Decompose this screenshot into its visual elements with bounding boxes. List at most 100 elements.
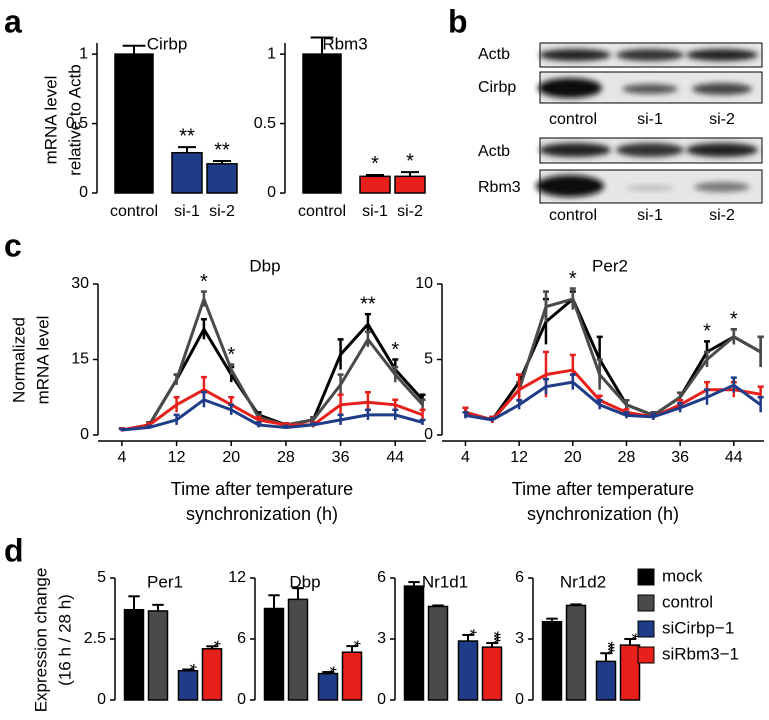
- bar: [147, 610, 169, 701]
- x-tick-label: 28: [618, 449, 636, 466]
- y-axis-label: Normalized: [9, 317, 28, 403]
- significance: **: [214, 139, 230, 161]
- x-tick-label: 36: [332, 449, 350, 466]
- blot-lane-label: si-1: [637, 207, 663, 224]
- significance: *: [406, 150, 414, 172]
- legend-label: siCirbp−1: [662, 618, 734, 637]
- bar: [177, 669, 199, 701]
- band: [686, 143, 758, 157]
- chart-title: Cirbp: [147, 34, 188, 53]
- x-tick-label: 28: [277, 449, 295, 466]
- y-tick-label: 0: [97, 691, 106, 708]
- bar: [171, 151, 203, 194]
- panel-label: b: [448, 3, 468, 39]
- chart-title: Dbp: [289, 572, 320, 591]
- x-tick-label: 4: [117, 449, 126, 466]
- blot-row-label: Actb: [478, 46, 510, 63]
- y-tick-label: 10: [415, 275, 433, 292]
- bar: [394, 175, 426, 194]
- x-tick-label: 12: [510, 449, 528, 466]
- y-tick-label: 0: [79, 184, 88, 201]
- band: [536, 175, 604, 197]
- x-tick-label: 4: [461, 449, 470, 466]
- y-tick-label: 0: [424, 426, 433, 443]
- significance: *: [391, 339, 399, 361]
- y-tick-label: 0: [377, 691, 386, 708]
- blot-lane-label: control: [549, 111, 597, 128]
- band: [626, 185, 674, 191]
- blot-lane-label: si-2: [709, 111, 735, 128]
- y-tick-label: 3: [515, 630, 524, 647]
- significance: **: [179, 125, 195, 147]
- x-tick-label: 12: [168, 449, 186, 466]
- band: [692, 83, 752, 95]
- chart-title: Per2: [592, 256, 628, 275]
- bar: [341, 651, 363, 701]
- legend-label: mock: [662, 566, 703, 585]
- y-tick-label: 12: [228, 569, 246, 586]
- significance: *: [200, 271, 208, 293]
- significance: *: [703, 321, 711, 343]
- panel-label: a: [4, 3, 22, 39]
- significance: **: [360, 293, 376, 315]
- y-tick-label: 2.5: [84, 630, 106, 647]
- series-line: [465, 368, 761, 422]
- y-tick-label: 3: [377, 630, 386, 647]
- y-axis-label: Expression change: [31, 568, 50, 713]
- y-tick-label: 0: [80, 426, 89, 443]
- chart-title: Nr1d2: [560, 572, 606, 591]
- y-tick-label: 1: [267, 45, 276, 62]
- x-tick-label: 20: [222, 449, 240, 466]
- x-axis-label: Time after temperature: [512, 479, 694, 499]
- x-tick-label: si-2: [397, 203, 423, 220]
- bar: [427, 605, 449, 701]
- panel-label: c: [4, 227, 22, 263]
- panel-label: d: [4, 532, 24, 568]
- y-axis-label: mRNA level: [41, 76, 60, 165]
- significance: *: [730, 309, 738, 331]
- y-tick-label: 1: [79, 45, 88, 62]
- bar: [302, 53, 342, 194]
- series-line: [121, 387, 424, 432]
- significance: *: [371, 153, 379, 175]
- x-tick-label: si-1: [362, 203, 388, 220]
- series-line: [465, 296, 762, 422]
- bar: [403, 585, 425, 701]
- blot-row-label: Actb: [478, 143, 510, 160]
- y-tick-label: 0.5: [254, 115, 276, 132]
- bar: [287, 598, 309, 701]
- band: [694, 182, 750, 192]
- y-tick-label: 0: [267, 184, 276, 201]
- x-tick-label: si-1: [174, 203, 200, 220]
- x-tick-label: 44: [725, 449, 743, 466]
- band: [539, 49, 611, 61]
- y-tick-label: 15: [71, 351, 89, 368]
- x-tick-label: control: [110, 203, 158, 220]
- y-tick-label: 0: [237, 691, 246, 708]
- legend-label: siRbm3−1: [662, 644, 739, 663]
- blot-lane-label: control: [549, 207, 597, 224]
- x-axis-label: Time after temperature: [171, 479, 353, 499]
- series-line: [121, 398, 423, 432]
- y-axis-label: (16 h / 28 h): [55, 594, 74, 686]
- chart-title: Nr1d1: [422, 572, 468, 591]
- blot-lane-label: si-2: [709, 207, 735, 224]
- series-line: [465, 380, 762, 422]
- chart-title: Rbm3: [322, 34, 367, 53]
- y-tick-label: 0: [515, 691, 524, 708]
- legend-swatch: [637, 646, 655, 664]
- bar: [123, 608, 145, 701]
- chart-title: Dbp: [249, 256, 280, 275]
- legend-swatch: [637, 594, 655, 612]
- legend-swatch: [637, 620, 655, 638]
- legend-swatch: [637, 568, 655, 586]
- blot-row-label: Rbm3: [478, 179, 521, 196]
- bar: [359, 175, 391, 194]
- band: [616, 143, 684, 157]
- band: [686, 49, 758, 61]
- x-tick-label: 44: [386, 449, 404, 466]
- bar: [457, 640, 479, 701]
- y-axis-label: mRNA level: [33, 316, 52, 405]
- x-tick-label: si-2: [209, 203, 235, 220]
